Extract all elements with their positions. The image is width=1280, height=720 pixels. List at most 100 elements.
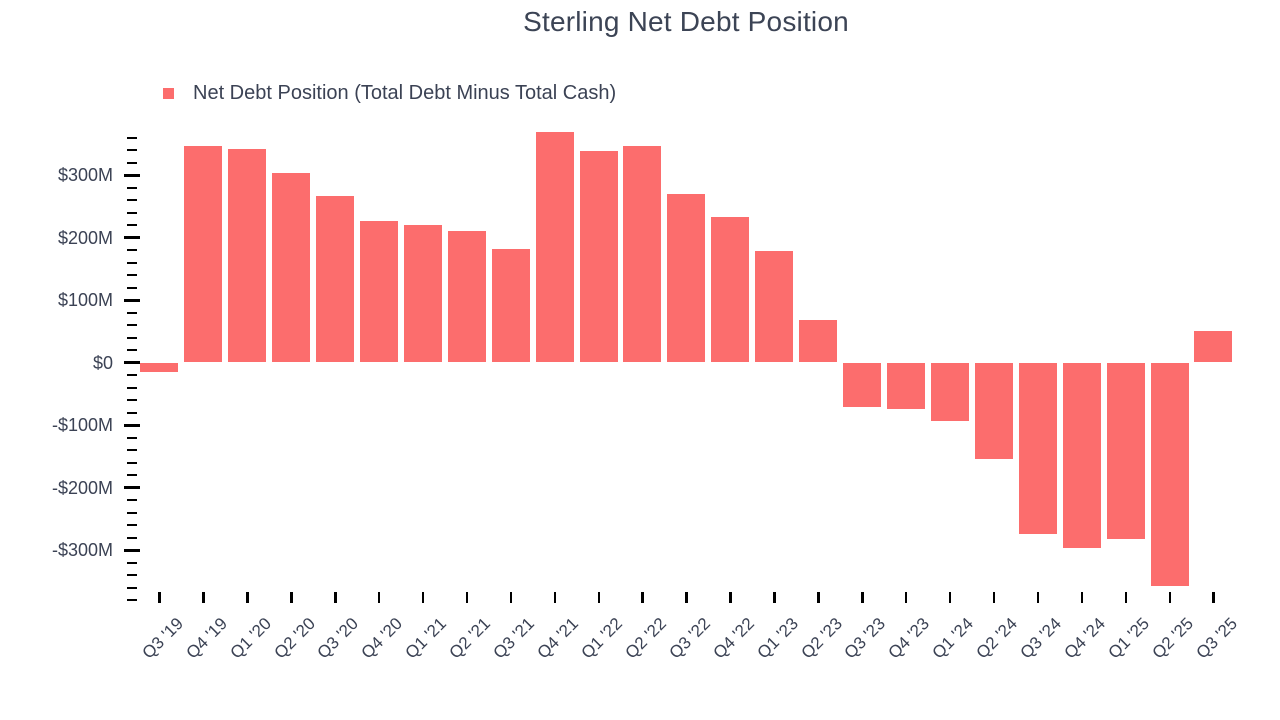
x-axis-label: Q2 '23	[797, 614, 846, 663]
bar[interactable]	[886, 363, 925, 410]
y-axis-label: $200M	[57, 227, 113, 248]
x-axis-label: Q2 '25	[1148, 614, 1197, 663]
x-axis-tick	[246, 592, 249, 603]
x-axis-tick	[685, 592, 688, 603]
x-axis-tick	[992, 592, 996, 603]
y-axis-major-tick	[124, 548, 140, 552]
bar[interactable]	[403, 225, 442, 362]
x-axis-label: Q4 '22	[709, 614, 758, 663]
bar[interactable]	[579, 150, 618, 363]
bar[interactable]	[755, 251, 794, 362]
y-axis-minor-tick	[127, 199, 137, 201]
x-axis-label: Q2 '20	[270, 614, 319, 663]
y-axis-label: $300M	[57, 165, 113, 185]
y-axis-label: -$200M	[51, 477, 113, 498]
y-axis-major-tick	[124, 486, 140, 489]
x-axis-tick	[290, 592, 293, 603]
y-axis-minor-tick	[127, 286, 137, 289]
y-axis-major-tick	[124, 236, 140, 239]
y-axis-minor-tick	[127, 311, 137, 314]
y-axis-label: -$300M	[51, 540, 113, 560]
x-axis-label: Q2 '21	[445, 614, 495, 663]
chart-title: Sterling Net Debt Position	[523, 6, 849, 37]
bar[interactable]	[1018, 363, 1057, 535]
x-axis-label: Q3 '20	[313, 614, 363, 663]
y-axis-major-tick	[124, 361, 140, 364]
bar[interactable]	[1150, 363, 1189, 587]
x-axis-tick	[377, 592, 381, 603]
x-axis-tick	[1212, 592, 1215, 603]
x-axis-label: Q2 '24	[972, 614, 1022, 663]
bar[interactable]	[140, 363, 179, 372]
x-axis-tick	[729, 592, 732, 603]
x-axis-tick	[158, 592, 161, 603]
bar[interactable]	[1062, 363, 1101, 548]
bar[interactable]	[799, 319, 838, 362]
bar[interactable]	[1194, 330, 1233, 363]
x-axis-label: Q4 '19	[182, 614, 231, 663]
y-axis-major-tick	[124, 173, 140, 177]
bar[interactable]	[535, 132, 574, 362]
x-axis-tick	[421, 592, 425, 603]
x-axis-label: Q4 '23	[884, 614, 934, 663]
bar[interactable]	[930, 363, 969, 421]
bar[interactable]	[491, 248, 530, 362]
x-axis-label: Q1 '22	[577, 614, 626, 663]
y-axis-minor-tick	[127, 374, 137, 376]
y-axis-minor-tick	[127, 349, 137, 351]
legend-swatch-icon	[163, 87, 174, 99]
y-axis-label: $100M	[57, 290, 113, 310]
y-axis-minor-tick	[127, 511, 137, 514]
bar[interactable]	[667, 193, 706, 362]
y-axis-minor-tick	[127, 561, 137, 564]
bar[interactable]	[184, 146, 223, 362]
x-axis-tick	[861, 592, 864, 603]
x-axis-tick	[465, 592, 469, 603]
bar[interactable]	[974, 363, 1013, 460]
x-axis-tick	[202, 592, 205, 603]
y-axis-minor-tick	[127, 336, 137, 339]
x-axis-label: Q1 '25	[1104, 614, 1153, 663]
x-axis-tick	[597, 592, 600, 603]
x-axis-label: Q3 '25	[1192, 614, 1241, 663]
x-axis-label: Q3 '22	[665, 614, 714, 663]
y-axis-minor-tick	[127, 474, 137, 476]
x-axis-label: Q1 '24	[928, 614, 978, 663]
y-axis-minor-tick	[127, 136, 137, 139]
bar[interactable]	[272, 173, 311, 363]
y-axis-minor-tick	[127, 386, 137, 389]
x-axis-tick	[509, 592, 513, 603]
y-axis-label: -$100M	[51, 415, 113, 435]
y-axis-minor-tick	[127, 149, 137, 151]
bar[interactable]	[711, 217, 750, 362]
y-axis-minor-tick	[127, 461, 137, 464]
y-axis-minor-tick	[127, 261, 137, 264]
bar[interactable]	[447, 230, 486, 363]
x-axis-tick	[817, 592, 820, 603]
bar[interactable]	[316, 196, 354, 362]
x-axis-label: Q3 '23	[840, 614, 890, 663]
legend-label: Net Debt Position (Total Debt Minus Tota…	[193, 81, 617, 104]
bar[interactable]	[1106, 363, 1145, 539]
x-axis-label: Q2 '22	[621, 614, 670, 663]
x-axis-label: Q4 '20	[357, 614, 407, 663]
x-axis-tick	[1036, 592, 1040, 603]
bar[interactable]	[843, 363, 881, 408]
y-axis-minor-tick	[127, 161, 137, 164]
bar[interactable]	[623, 145, 662, 363]
y-axis-minor-tick	[127, 274, 137, 276]
y-axis-minor-tick	[127, 211, 137, 214]
legend[interactable]: Net Debt Position (Total Debt Minus Tota…	[163, 80, 616, 106]
y-axis-minor-tick	[127, 324, 137, 326]
y-axis-minor-tick	[127, 536, 137, 539]
x-axis-label: Q3 '21	[489, 614, 539, 663]
y-axis-minor-tick	[127, 586, 137, 589]
y-axis-minor-tick	[127, 186, 137, 189]
bar[interactable]	[359, 220, 398, 363]
x-axis-tick	[1080, 592, 1084, 603]
bar[interactable]	[228, 148, 267, 362]
y-axis-minor-tick	[127, 574, 137, 576]
y-axis-label: $0	[92, 352, 113, 373]
y-axis-minor-tick	[127, 599, 137, 601]
